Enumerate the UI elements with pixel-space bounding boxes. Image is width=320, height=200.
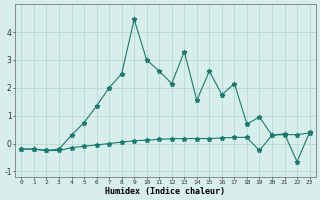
X-axis label: Humidex (Indice chaleur): Humidex (Indice chaleur): [106, 187, 226, 196]
